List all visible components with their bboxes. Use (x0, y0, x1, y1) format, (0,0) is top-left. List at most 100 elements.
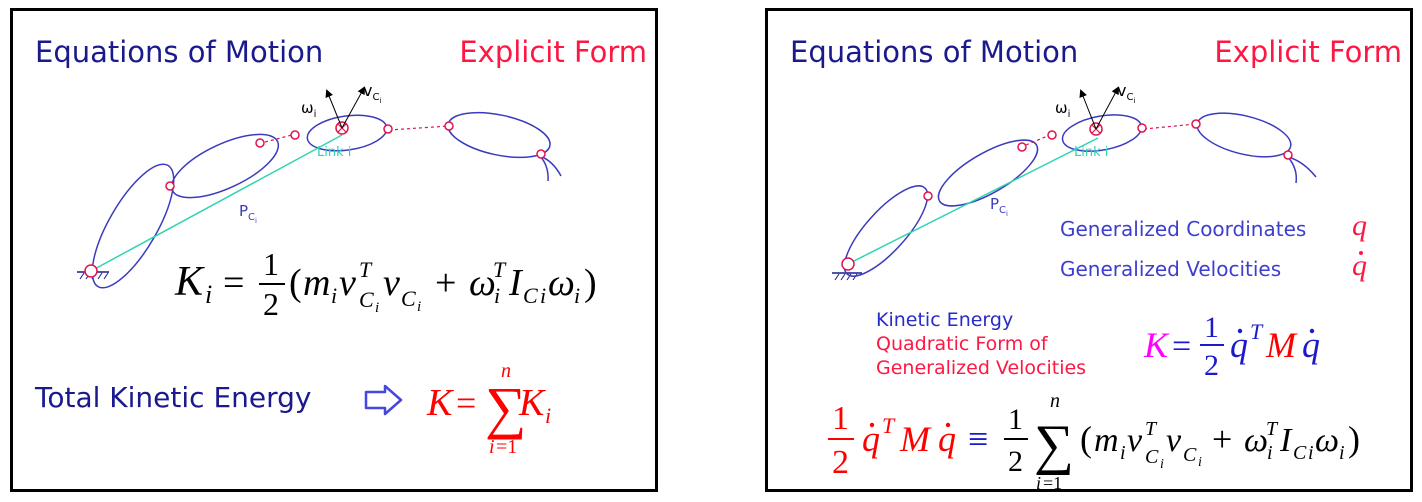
slide-title: Equations of Motion (35, 35, 324, 69)
svg-text:T: T (1250, 319, 1264, 344)
svg-text:T: T (359, 257, 373, 282)
velocity-label: v (1117, 81, 1126, 100)
link-1-ellipse (91, 163, 175, 289)
svg-text:vCi: vCi (363, 81, 381, 105)
svg-text:i: i (1198, 455, 1202, 470)
joint (923, 191, 933, 201)
svg-text:i: i (494, 283, 500, 308)
svg-text:C: C (1293, 442, 1307, 464)
svg-text:=: = (1172, 328, 1191, 365)
svg-text:C: C (1145, 446, 1159, 468)
link-2-ellipse (170, 133, 280, 199)
svg-text:): ) (584, 262, 597, 304)
implies-arrow-icon (364, 384, 403, 416)
svg-text:1: 1 (263, 246, 279, 282)
svg-text:PCi: PCi (239, 202, 257, 225)
link-label: Link i (1074, 145, 1108, 160)
svg-text:C: C (401, 286, 416, 311)
manipulator-diagram: ωi vCi Link i PCi (77, 81, 562, 289)
svg-text:1: 1 (1204, 311, 1219, 344)
q-symbol: q (1352, 209, 1367, 242)
link-label: Link i (317, 145, 351, 160)
slide-left: Equations of Motion Explicit Form (10, 8, 658, 492)
slide-title: Equations of Motion (790, 35, 1079, 69)
right-equations: q q K = 1 2 q T M q 1 2 q T M (828, 209, 1367, 492)
svg-text:i: i (331, 283, 337, 308)
svg-text:n: n (501, 360, 511, 382)
svg-text:I: I (1279, 422, 1293, 459)
svg-text:m: m (303, 262, 330, 304)
svg-text:I: I (508, 262, 524, 304)
svg-text:K: K (1143, 325, 1170, 365)
svg-text:i: i (1036, 473, 1041, 492)
svg-text:2: 2 (832, 444, 849, 481)
pc-label: P (990, 195, 999, 213)
svg-text:i: i (1339, 442, 1345, 464)
manipulator-diagram: ωi vCi Link i PCi (832, 81, 1317, 281)
svg-text:n: n (1050, 390, 1060, 412)
svg-text:∑: ∑ (1034, 414, 1074, 476)
svg-text:=: = (223, 262, 244, 304)
link-2-ellipse (937, 139, 1039, 207)
svg-text:i: i (375, 300, 379, 316)
svg-text:ω: ω (469, 262, 496, 304)
svg-text:ω: ω (1244, 422, 1268, 459)
svg-text:i: i (574, 283, 580, 308)
svg-text:M: M (899, 419, 932, 459)
omega-arrow (325, 89, 343, 129)
joint (536, 149, 546, 159)
svg-text:q: q (1230, 325, 1248, 365)
svg-text:1: 1 (1008, 403, 1023, 436)
svg-text:K: K (518, 382, 546, 424)
svg-text:vCi: vCi (1117, 81, 1135, 105)
svg-text:i: i (545, 403, 551, 428)
svg-text:T: T (882, 413, 896, 438)
svg-text:i: i (1160, 457, 1164, 472)
joint (444, 121, 454, 131)
svg-text:C: C (359, 287, 374, 312)
svg-text:2: 2 (1008, 445, 1023, 478)
joint (1017, 142, 1027, 152)
total-kinetic-energy-label: Total Kinetic Energy (35, 381, 312, 414)
svg-text:M: M (1265, 325, 1298, 365)
joint (383, 124, 393, 134)
svg-text:v: v (339, 262, 356, 304)
svg-text:K: K (426, 382, 454, 424)
svg-text:v: v (383, 262, 400, 304)
link-kinetic-energy-equation: K i = 1 2 ( m i v T C i v C i + ω T i I … (174, 246, 597, 322)
svg-text:q: q (1352, 209, 1367, 242)
joint (1137, 123, 1147, 133)
velocity-arrow (1095, 86, 1119, 130)
joint (290, 130, 300, 140)
svg-text:i: i (540, 283, 546, 308)
joint (1191, 119, 1201, 129)
generalized-coordinates-label: Generalized Coordinates (1060, 217, 1307, 241)
svg-text:ω: ω (548, 262, 575, 304)
svg-text:C: C (1183, 444, 1197, 466)
svg-text:C: C (523, 283, 538, 308)
svg-text:+: + (1212, 419, 1232, 459)
omega-arrow (1079, 89, 1097, 130)
velocity-label: v (363, 81, 372, 100)
base-joint (841, 257, 855, 271)
svg-text:T: T (493, 257, 507, 282)
svg-text:2: 2 (1204, 349, 1219, 382)
svg-text:1: 1 (832, 400, 849, 437)
quadratic-form-label: Quadratic Form of (876, 333, 1048, 355)
svg-text:q: q (938, 419, 956, 459)
svg-text:(: ( (289, 262, 302, 304)
velocity-arrow (341, 86, 365, 129)
svg-text:i: i (1308, 442, 1314, 464)
svg-text:≡: ≡ (968, 419, 988, 459)
pc-vector-line (847, 137, 1099, 265)
generalized-velocities-quad-label: Generalized Velocities (876, 357, 1087, 379)
svg-text:T: T (1145, 418, 1158, 440)
joint (165, 181, 175, 191)
svg-text:K: K (174, 259, 205, 305)
svg-text:PCi: PCi (990, 195, 1008, 218)
svg-text:+: + (435, 262, 456, 304)
joint (255, 138, 265, 148)
slide-right: Equations of Motion Explicit Form (765, 8, 1413, 492)
quadratic-form-identity-equation: 1 2 q T M q ≡ 1 2 n ∑ i =1 ( m i v T C i… (828, 390, 1360, 492)
total-kinetic-energy-equation: K = n ∑ K i i =1 (364, 360, 551, 458)
